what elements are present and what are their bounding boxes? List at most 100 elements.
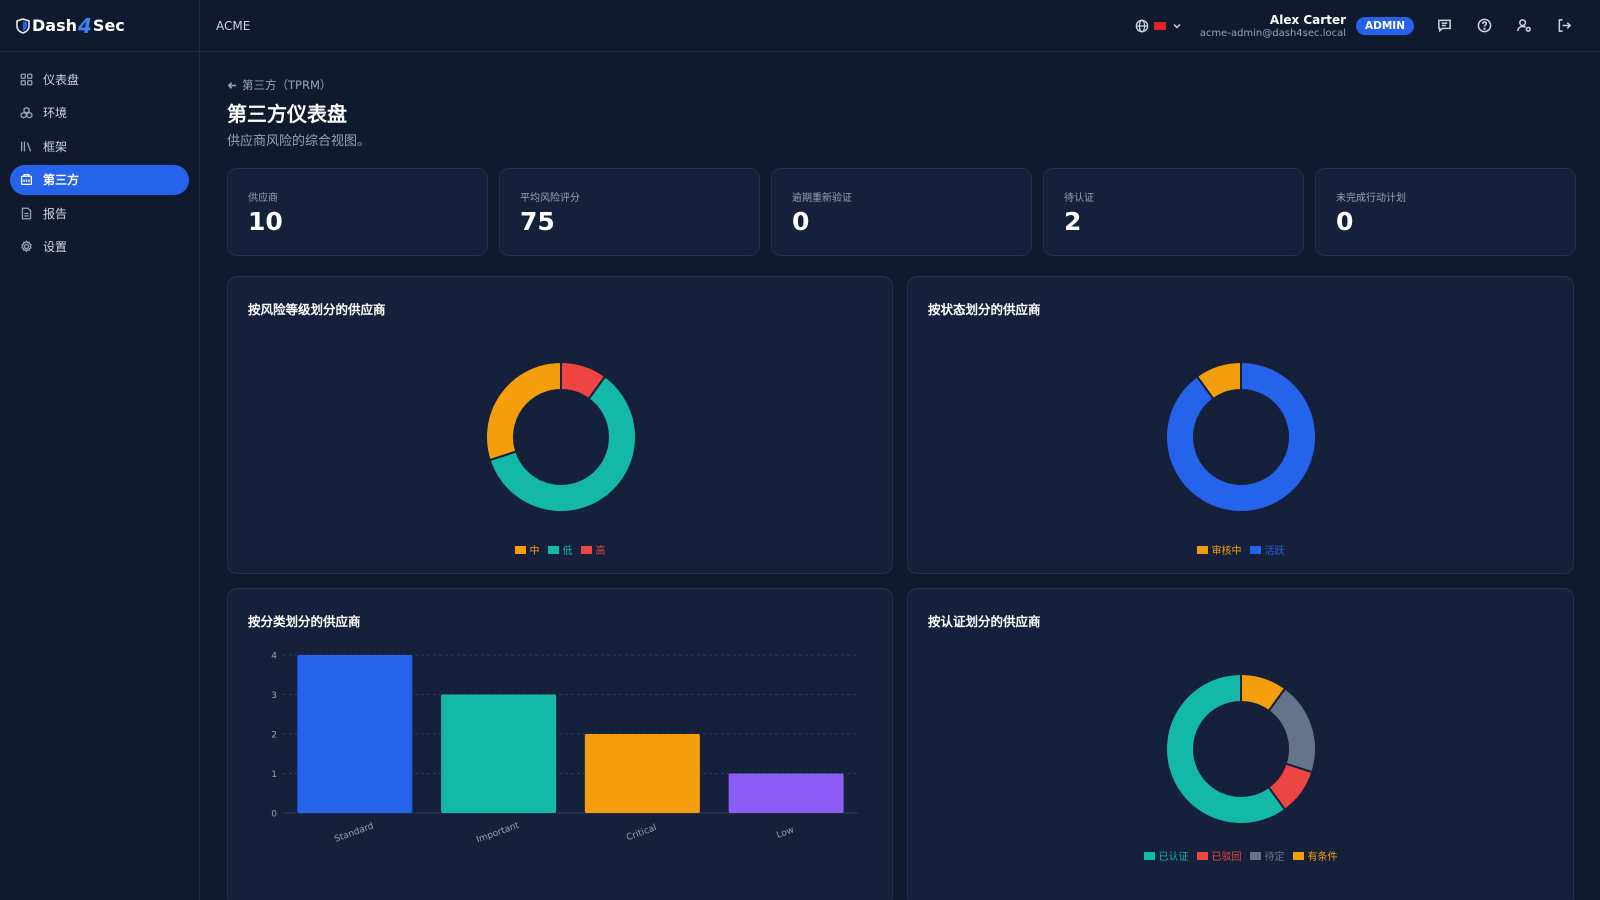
grid-icon <box>20 73 33 85</box>
library-icon <box>20 141 32 152</box>
bar-critical[interactable] <box>584 734 700 813</box>
legend-label: 高 <box>595 546 606 557</box>
brand-name-mid: 4 <box>78 13 92 38</box>
logout-button[interactable] <box>1544 6 1584 46</box>
legend-item[interactable]: 低 <box>547 542 573 557</box>
chart-card-category: 按分类划分的供应商 0 1 2 3 4 Standard Important Critical… <box>227 588 893 900</box>
chart-title: 按认证划分的供应商 <box>928 614 1041 629</box>
role-badge: ADMIN <box>1356 16 1414 35</box>
donut-chart-status <box>1165 361 1317 513</box>
sidebar-item-label: 框架 <box>43 139 68 154</box>
user-name: Alex Carter <box>1269 12 1346 27</box>
sidebar-item-environment[interactable]: 环境 <box>10 98 189 128</box>
sidebar-item-label: 仪表盘 <box>43 72 80 87</box>
stat-value: 0 <box>1336 207 1354 236</box>
main-content: 第三方（TPRM） 第三方仪表盘 供应商风险的综合视图。 供应商 10 平均风险… <box>227 78 1576 256</box>
brand-logo[interactable]: Dash 4 Sec <box>0 0 199 52</box>
y-tick-label: 0 <box>271 810 277 820</box>
language-selector[interactable] <box>1135 19 1182 33</box>
stat-label: 逾期重新验证 <box>792 193 852 204</box>
sidebar-item-label: 设置 <box>43 240 68 254</box>
donut-slice-1[interactable] <box>488 374 637 513</box>
stat-value: 75 <box>520 207 555 236</box>
globe-icon <box>1135 19 1149 32</box>
top-header: ACME Alex Carter acme-admin@dash4sec.loc… <box>200 0 1600 52</box>
legend-label: 低 <box>562 546 573 557</box>
sidebar: Dash 4 Sec 仪表盘 环境 框架 第三方 报告 设置 <box>0 0 200 900</box>
stat-label: 供应商 <box>248 193 278 204</box>
bar-low[interactable] <box>728 773 844 814</box>
sidebar-item-reports[interactable]: 报告 <box>10 198 189 228</box>
sidebar-item-settings[interactable]: 设置 <box>10 232 189 262</box>
legend-label: 活跃 <box>1264 546 1285 557</box>
chart-title: 按分类划分的供应商 <box>248 614 361 629</box>
legend-item[interactable]: 有条件 <box>1292 848 1338 863</box>
bar-important[interactable] <box>441 694 557 814</box>
user-email: acme-admin@dash4sec.local <box>1199 27 1346 39</box>
legend-label: 有条件 <box>1307 852 1338 863</box>
legend-item[interactable]: 中 <box>514 542 540 557</box>
chart-legend: 已认证 已驳回 待定 有条件 <box>908 848 1573 863</box>
sidebar-item-third-party[interactable]: 第三方 <box>10 164 189 195</box>
legend-label: 已驳回 <box>1211 852 1242 863</box>
legend-swatch <box>514 545 526 554</box>
y-tick-label: 1 <box>271 770 277 780</box>
legend-item[interactable]: 活跃 <box>1249 542 1285 557</box>
help-icon <box>1477 18 1491 33</box>
stat-card-overdue: 逾期重新验证 0 <box>771 168 1032 256</box>
brand-name-left: Dash <box>32 16 77 35</box>
sidebar-item-dashboard[interactable]: 仪表盘 <box>10 64 189 94</box>
legend-item[interactable]: 高 <box>580 542 606 557</box>
legend-swatch <box>1196 851 1208 860</box>
user-info: Alex Carter acme-admin@dash4sec.local <box>1200 13 1346 39</box>
back-link[interactable]: 第三方（TPRM） <box>227 78 1574 92</box>
legend-swatch <box>547 545 559 554</box>
bar-standard[interactable] <box>297 655 413 813</box>
legend-swatch <box>1249 545 1261 554</box>
boxes-icon <box>20 106 33 119</box>
legend-swatch <box>1143 851 1155 860</box>
legend-item[interactable]: 审核中 <box>1196 542 1242 557</box>
chevron-down-icon <box>1173 23 1181 29</box>
chart-card-certification: 按认证划分的供应商 已认证 已驳回 待定 有条件 <box>907 588 1574 900</box>
chart-card-risk-level: 按风险等级划分的供应商 中 低 高 <box>227 276 893 574</box>
building-icon <box>20 173 33 186</box>
x-tick-label: Critical <box>625 823 658 843</box>
sidebar-item-label: 环境 <box>43 106 68 120</box>
help-button[interactable] <box>1464 6 1504 46</box>
donut-slice-3[interactable] <box>1240 673 1287 713</box>
messages-button[interactable] <box>1424 6 1464 46</box>
breadcrumb: 第三方（TPRM） <box>242 78 332 92</box>
y-tick-label: 2 <box>271 731 277 741</box>
stat-card-pending-cert: 待认证 2 <box>1043 168 1304 256</box>
legend-item[interactable]: 待定 <box>1249 848 1285 863</box>
message-icon <box>1437 19 1451 33</box>
donut-slice-1[interactable] <box>1165 361 1317 513</box>
stat-card-vendors: 供应商 10 <box>227 168 488 256</box>
x-tick-label: Important <box>475 821 521 846</box>
donut-slice-0[interactable] <box>485 361 562 462</box>
donut-chart-certification <box>1165 673 1317 825</box>
bar-chart-category: 0 1 2 3 4 Standard Important Critical Low <box>271 652 858 846</box>
file-icon <box>21 207 32 219</box>
shield-icon <box>16 17 30 34</box>
sidebar-item-frameworks[interactable]: 框架 <box>10 131 189 161</box>
stat-label: 未完成行动计划 <box>1336 193 1406 204</box>
chart-legend: 审核中 活跃 <box>908 542 1573 557</box>
legend-item[interactable]: 已认证 <box>1143 848 1189 863</box>
org-name[interactable]: ACME <box>216 18 251 33</box>
legend-label: 已认证 <box>1158 852 1189 863</box>
donut-chart-risk-level <box>485 361 637 513</box>
x-tick-label: Standard <box>333 821 375 844</box>
legend-item[interactable]: 已驳回 <box>1196 848 1242 863</box>
chart-title: 按风险等级划分的供应商 <box>248 302 386 317</box>
legend-swatch <box>580 545 592 554</box>
x-tick-label: Low <box>775 825 795 840</box>
donut-slice-2[interactable] <box>560 361 607 401</box>
page-title: 第三方仪表盘 <box>227 102 347 126</box>
page-subtitle: 供应商风险的综合视图。 <box>227 134 371 149</box>
legend-swatch <box>1196 545 1208 554</box>
donut-slice-0[interactable] <box>1165 673 1287 825</box>
user-settings-button[interactable] <box>1504 6 1544 46</box>
stat-label: 待认证 <box>1064 193 1094 204</box>
